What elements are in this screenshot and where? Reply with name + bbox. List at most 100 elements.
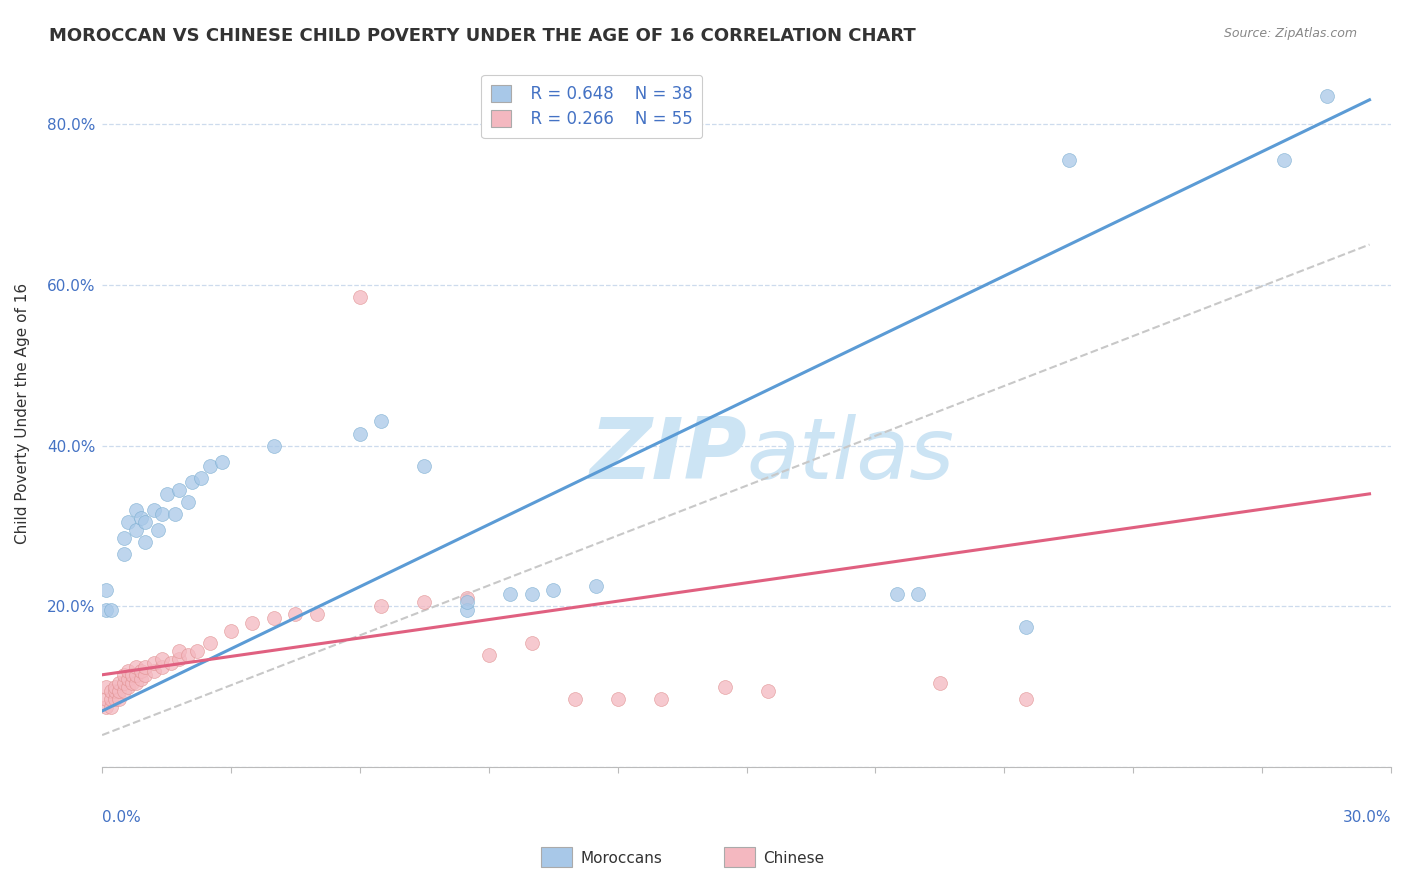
- Point: [606, 692, 628, 706]
- Point: [142, 664, 165, 678]
- Text: 0.0%: 0.0%: [103, 810, 141, 825]
- Point: [134, 515, 156, 529]
- Point: [177, 495, 200, 509]
- Point: [160, 656, 183, 670]
- Point: [100, 700, 122, 714]
- Text: ZIP: ZIP: [589, 415, 747, 498]
- Point: [100, 692, 122, 706]
- Point: [370, 415, 392, 429]
- Point: [134, 667, 156, 681]
- Point: [478, 648, 501, 662]
- Text: Chinese: Chinese: [763, 852, 824, 866]
- Point: [96, 680, 118, 694]
- Point: [263, 439, 285, 453]
- Point: [413, 458, 436, 473]
- Point: [263, 611, 285, 625]
- Text: Moroccans: Moroccans: [581, 852, 662, 866]
- Point: [886, 587, 908, 601]
- Point: [211, 455, 233, 469]
- Point: [198, 635, 221, 649]
- Point: [117, 672, 139, 686]
- Point: [541, 583, 564, 598]
- Y-axis label: Child Poverty Under the Age of 16: Child Poverty Under the Age of 16: [15, 283, 30, 544]
- Text: atlas: atlas: [747, 415, 955, 498]
- Point: [907, 587, 929, 601]
- Point: [117, 664, 139, 678]
- Point: [169, 483, 191, 497]
- Point: [117, 515, 139, 529]
- Point: [112, 547, 135, 561]
- Point: [349, 290, 371, 304]
- Point: [1315, 88, 1337, 103]
- Point: [96, 583, 118, 598]
- Point: [108, 676, 131, 690]
- Point: [928, 676, 950, 690]
- Point: [142, 656, 165, 670]
- Point: [186, 643, 208, 657]
- Point: [756, 684, 779, 698]
- Point: [714, 680, 737, 694]
- Point: [129, 664, 152, 678]
- Point: [370, 599, 392, 614]
- Point: [125, 667, 148, 681]
- Point: [1057, 153, 1080, 168]
- Point: [456, 603, 478, 617]
- Point: [349, 426, 371, 441]
- Point: [96, 700, 118, 714]
- Point: [104, 692, 127, 706]
- Point: [112, 531, 135, 545]
- Point: [242, 615, 264, 630]
- Point: [150, 651, 173, 665]
- Point: [181, 475, 204, 489]
- Text: 30.0%: 30.0%: [1343, 810, 1391, 825]
- Point: [190, 471, 212, 485]
- Text: Source: ZipAtlas.com: Source: ZipAtlas.com: [1223, 27, 1357, 40]
- Point: [169, 643, 191, 657]
- Point: [165, 507, 187, 521]
- Point: [129, 511, 152, 525]
- Point: [150, 659, 173, 673]
- Point: [1272, 153, 1295, 168]
- Point: [198, 458, 221, 473]
- Point: [585, 579, 607, 593]
- Point: [284, 607, 307, 622]
- Point: [146, 523, 169, 537]
- Point: [650, 692, 672, 706]
- Point: [155, 487, 177, 501]
- Point: [125, 676, 148, 690]
- Point: [125, 523, 148, 537]
- Point: [104, 684, 127, 698]
- Legend:   R = 0.648    N = 38,   R = 0.266    N = 55: R = 0.648 N = 38, R = 0.266 N = 55: [481, 75, 703, 138]
- Point: [177, 648, 200, 662]
- Point: [108, 692, 131, 706]
- Point: [117, 680, 139, 694]
- Point: [142, 503, 165, 517]
- Point: [121, 667, 143, 681]
- Point: [125, 503, 148, 517]
- Point: [125, 659, 148, 673]
- Point: [520, 635, 543, 649]
- Point: [305, 607, 328, 622]
- Point: [134, 535, 156, 549]
- Text: MOROCCAN VS CHINESE CHILD POVERTY UNDER THE AGE OF 16 CORRELATION CHART: MOROCCAN VS CHINESE CHILD POVERTY UNDER …: [49, 27, 915, 45]
- Point: [499, 587, 522, 601]
- Point: [413, 595, 436, 609]
- Point: [169, 651, 191, 665]
- Point: [219, 624, 242, 638]
- Point: [104, 680, 127, 694]
- Point: [1015, 619, 1038, 633]
- Point: [121, 676, 143, 690]
- Point: [96, 692, 118, 706]
- Point: [112, 676, 135, 690]
- Point: [456, 591, 478, 606]
- Point: [108, 684, 131, 698]
- Point: [150, 507, 173, 521]
- Point: [100, 684, 122, 698]
- Point: [134, 659, 156, 673]
- Point: [1015, 692, 1038, 706]
- Point: [129, 672, 152, 686]
- Point: [112, 667, 135, 681]
- Point: [96, 603, 118, 617]
- Point: [100, 603, 122, 617]
- Point: [520, 587, 543, 601]
